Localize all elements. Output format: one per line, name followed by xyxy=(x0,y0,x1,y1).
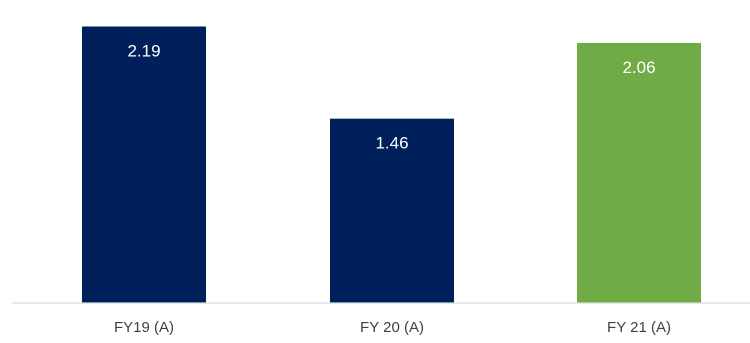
x-tick-label-2: FY 21 (A) xyxy=(607,319,671,336)
bars-layer xyxy=(82,26,701,304)
bar-0 xyxy=(82,26,206,303)
value-label-2: 2.06 xyxy=(622,58,655,77)
value-label-0: 2.19 xyxy=(127,42,160,61)
x-tick-label-1: FY 20 (A) xyxy=(360,319,424,336)
x-tick-label-0: FY19 (A) xyxy=(114,319,174,336)
value-labels-layer: 2.19 1.46 2.06 xyxy=(127,42,655,153)
x-axis-tick-labels: FY19 (A) FY 20 (A) FY 21 (A) xyxy=(114,319,671,336)
bar-1 xyxy=(330,118,454,303)
value-label-1: 1.46 xyxy=(375,134,408,153)
bar-2 xyxy=(577,42,701,304)
